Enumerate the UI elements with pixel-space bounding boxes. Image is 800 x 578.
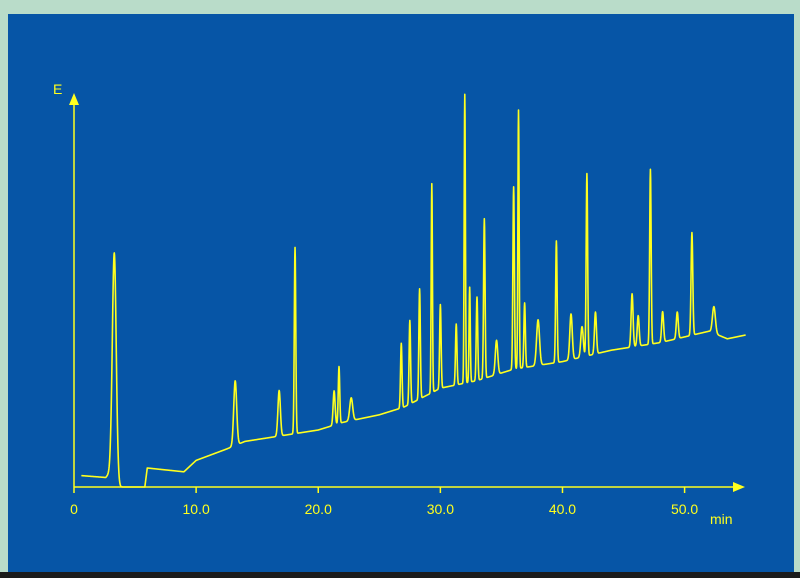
x-tick-label: 10.0 <box>182 501 209 517</box>
chromatogram-trace <box>81 94 745 487</box>
x-tick-label: 30.0 <box>427 501 454 517</box>
y-axis-label: E <box>53 81 62 97</box>
x-axis-label: min <box>710 511 733 527</box>
x-tick-label: 50.0 <box>671 501 698 517</box>
x-axis-arrow <box>733 482 745 492</box>
x-tick-label: 20.0 <box>305 501 332 517</box>
x-ticks: 0 10.0 20.0 30.0 40.0 50.0 <box>70 487 698 517</box>
x-tick-label: 40.0 <box>549 501 576 517</box>
x-tick-label: 0 <box>70 501 78 517</box>
axes: E min <box>53 81 745 527</box>
y-axis-arrow <box>69 93 79 105</box>
